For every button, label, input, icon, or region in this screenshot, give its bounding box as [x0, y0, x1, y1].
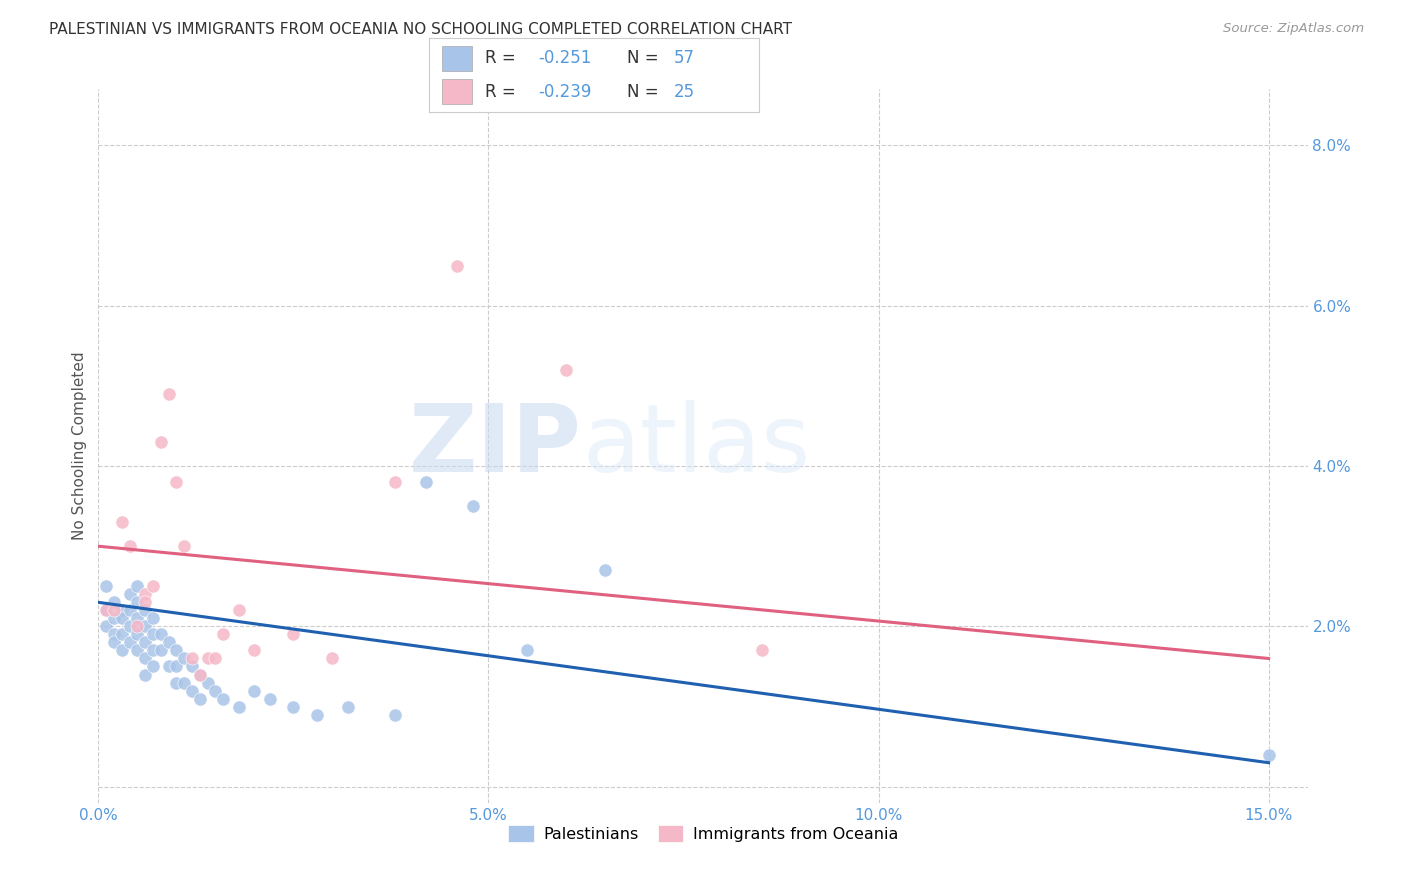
Point [555, 363, 578, 377]
Point [173, 539, 195, 553]
Point [212, 627, 235, 641]
Point [134, 603, 156, 617]
Point [149, 627, 172, 641]
Point [103, 627, 125, 641]
Point [173, 651, 195, 665]
Point [118, 587, 141, 601]
Point [1257, 747, 1279, 762]
Point [384, 475, 406, 489]
Point [134, 635, 156, 649]
Text: ZIP: ZIP [409, 400, 582, 492]
Point [197, 651, 219, 665]
Text: -0.251: -0.251 [538, 49, 592, 67]
Point [181, 651, 204, 665]
Point [283, 627, 305, 641]
Point [165, 659, 187, 673]
Text: 57: 57 [673, 49, 695, 67]
Point [134, 587, 156, 601]
Point [461, 499, 484, 513]
Text: Source: ZipAtlas.com: Source: ZipAtlas.com [1223, 22, 1364, 36]
Text: R =: R = [485, 49, 522, 67]
Point [173, 675, 195, 690]
Point [111, 643, 134, 657]
Point [111, 611, 134, 625]
Point [96, 603, 118, 617]
Text: atlas: atlas [582, 400, 810, 492]
Point [96, 579, 118, 593]
Bar [441, 45, 472, 70]
Point [111, 515, 134, 529]
Point [127, 595, 149, 609]
Point [165, 675, 187, 690]
Point [142, 579, 165, 593]
Point [149, 435, 172, 450]
Point [337, 699, 360, 714]
Point [243, 643, 266, 657]
Point [149, 643, 172, 657]
Point [134, 619, 156, 633]
Point [243, 683, 266, 698]
Point [157, 659, 180, 673]
Point [188, 667, 211, 681]
Point [384, 707, 406, 722]
Point [188, 691, 211, 706]
Text: N =: N = [627, 83, 664, 101]
Text: N =: N = [627, 49, 664, 67]
Point [103, 595, 125, 609]
Point [157, 635, 180, 649]
Point [415, 475, 437, 489]
Point [305, 707, 328, 722]
Point [142, 611, 165, 625]
Text: -0.239: -0.239 [538, 83, 592, 101]
Point [446, 259, 468, 273]
Text: PALESTINIAN VS IMMIGRANTS FROM OCEANIA NO SCHOOLING COMPLETED CORRELATION CHART: PALESTINIAN VS IMMIGRANTS FROM OCEANIA N… [49, 22, 792, 37]
Bar [441, 79, 472, 104]
Point [118, 619, 141, 633]
Point [181, 683, 204, 698]
Point [516, 643, 538, 657]
Point [188, 667, 211, 681]
Point [103, 635, 125, 649]
Point [204, 683, 226, 698]
Point [96, 603, 118, 617]
Point [283, 699, 305, 714]
Point [157, 387, 180, 401]
Point [111, 627, 134, 641]
Point [228, 603, 250, 617]
Y-axis label: No Schooling Completed: No Schooling Completed [72, 351, 87, 541]
Point [142, 659, 165, 673]
Point [142, 627, 165, 641]
Point [751, 643, 773, 657]
Point [134, 651, 156, 665]
Point [212, 691, 235, 706]
Text: 25: 25 [673, 83, 695, 101]
Point [595, 563, 617, 577]
Point [118, 603, 141, 617]
Point [118, 635, 141, 649]
Point [259, 691, 281, 706]
Point [228, 699, 250, 714]
Text: R =: R = [485, 83, 522, 101]
Legend: Palestinians, Immigrants from Oceania: Palestinians, Immigrants from Oceania [502, 819, 904, 848]
Point [103, 611, 125, 625]
Point [142, 643, 165, 657]
Point [111, 603, 134, 617]
Point [127, 611, 149, 625]
Point [103, 603, 125, 617]
Point [127, 627, 149, 641]
Point [197, 675, 219, 690]
Point [321, 651, 343, 665]
Point [181, 659, 204, 673]
Point [127, 643, 149, 657]
Point [165, 643, 187, 657]
Point [127, 579, 149, 593]
Point [204, 651, 226, 665]
Point [134, 667, 156, 681]
Point [96, 619, 118, 633]
Point [118, 539, 141, 553]
Point [127, 619, 149, 633]
Point [134, 595, 156, 609]
Point [165, 475, 187, 489]
